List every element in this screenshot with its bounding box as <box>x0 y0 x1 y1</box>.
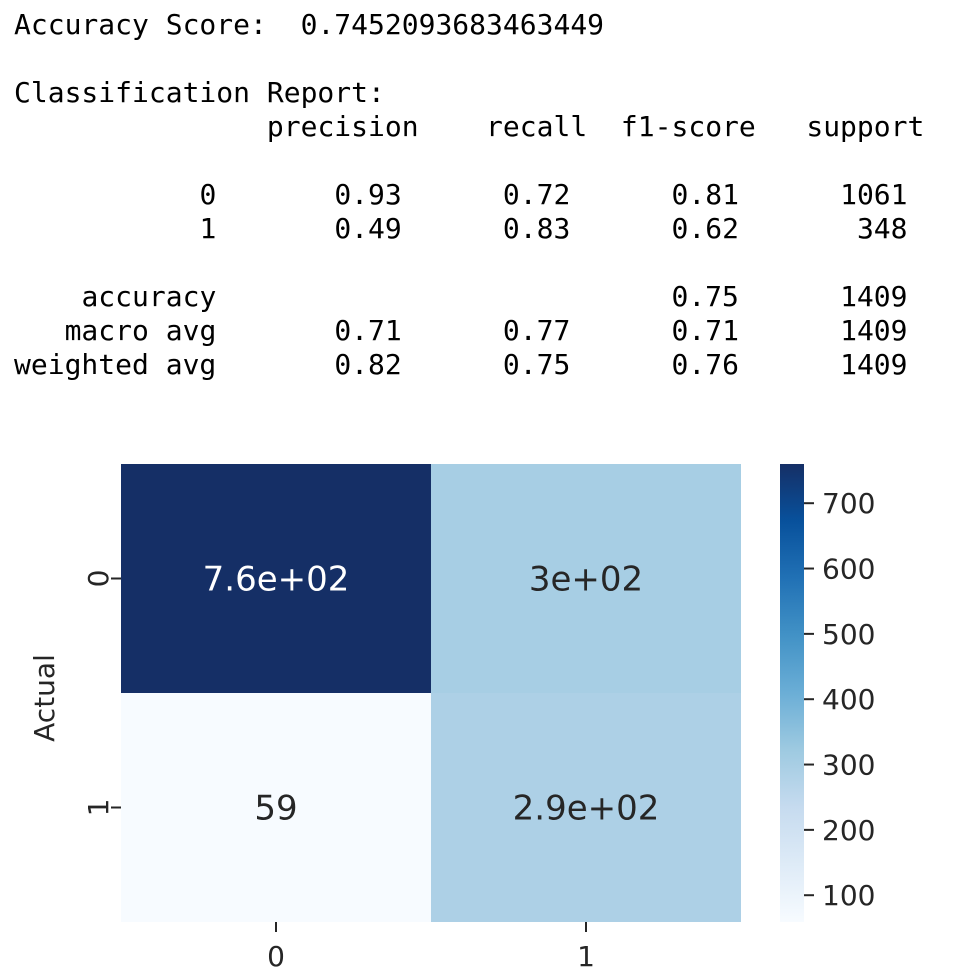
report-row-label: weighted avg <box>14 348 217 381</box>
report-value: 1409 <box>840 348 908 381</box>
report-title: Classification Report: <box>14 76 385 109</box>
report-value: 0.83 <box>502 212 571 245</box>
report-row-label: accuracy <box>81 280 217 313</box>
heatmap-cell-0-0 <box>121 464 431 693</box>
y-axis-label: Actual <box>28 654 61 742</box>
report-value: 0.76 <box>671 348 739 381</box>
report-row: 0 0.93 0.72 0.81 1061 <box>14 178 924 212</box>
report-summary-row: accuracy 0.75 1409 <box>14 280 924 314</box>
report-column-header: f1-score <box>620 110 756 143</box>
report-row: 1 0.49 0.83 0.62 348 <box>14 212 924 246</box>
blank-line <box>14 42 924 76</box>
report-row-label: 0 <box>199 178 217 211</box>
report-value: 0.81 <box>671 178 739 211</box>
report-value: 0.71 <box>671 314 739 347</box>
report-column-header: recall <box>486 110 588 143</box>
report-value: 0.75 <box>671 280 739 313</box>
report-title-line: Classification Report: <box>14 76 924 110</box>
blank-line <box>14 246 924 280</box>
report-summary-row: macro avg 0.71 0.77 0.71 1409 <box>14 314 924 348</box>
report-value: 0.49 <box>334 212 402 245</box>
report-value: 0.82 <box>334 348 402 381</box>
report-column-header: support <box>806 110 925 143</box>
report-value: 0.71 <box>334 314 402 347</box>
report-value: 1409 <box>840 314 908 347</box>
colorbar-ticks: 700 600 500 400 300 200 100 <box>804 487 875 912</box>
accuracy-value: 0.7452093683463449 <box>300 8 605 41</box>
heatmap-annotation-1-0: 59 <box>254 789 297 829</box>
colorbar <box>780 464 804 922</box>
colorbar-tick-label: 200 <box>822 814 875 847</box>
colorbar-tick-label: 600 <box>822 553 875 586</box>
heatmap-annotation-1-1: 2.9e+02 <box>513 789 660 829</box>
report-value: 1061 <box>840 178 908 211</box>
y-axis-ticks: 01 <box>82 570 121 817</box>
report-value: 0.77 <box>502 314 571 347</box>
blank-line <box>14 144 924 178</box>
accuracy-score-line: Accuracy Score: 0.7452093683463449 <box>14 8 924 42</box>
colorbar-tick-label: 300 <box>822 749 875 782</box>
report-summary-row: weighted avg 0.82 0.75 0.76 1409 <box>14 348 924 382</box>
report-value: 0.62 <box>671 212 739 245</box>
report-value: 1409 <box>840 280 908 313</box>
y-tick-label: 0 <box>82 570 115 588</box>
x-tick-label: 0 <box>267 940 285 973</box>
heatmap-cell-1-1 <box>431 693 741 922</box>
heatmap-annotation-0-0: 7.6e+02 <box>203 560 350 600</box>
heatmap-cell-0-1 <box>431 464 741 693</box>
classification-report-output: Accuracy Score: 0.7452093683463449 Class… <box>14 8 924 382</box>
heatmap-cells <box>121 464 741 922</box>
report-column-header: precision <box>266 110 419 143</box>
heatmap-annotations: 7.6e+02 3e+02 59 2.9e+02 <box>203 560 660 829</box>
heatmap-annotation-0-1: 3e+02 <box>529 560 643 600</box>
colorbar-tick-label: 400 <box>822 683 875 716</box>
report-row-label: macro avg <box>64 314 217 347</box>
report-row-label: 1 <box>199 212 217 245</box>
accuracy-label: Accuracy Score: <box>14 8 267 41</box>
report-value: 0.72 <box>502 178 571 211</box>
heatmap-cell-1-0 <box>121 693 431 922</box>
colorbar-tick-label: 100 <box>822 879 875 912</box>
colorbar-tick-label: 500 <box>822 618 875 651</box>
report-value: 0.75 <box>502 348 571 381</box>
colorbar-tick-label: 700 <box>822 487 875 520</box>
y-tick-label: 1 <box>82 799 115 817</box>
report-value: 348 <box>856 212 908 245</box>
report-value: 0.93 <box>334 178 402 211</box>
x-tick-label: 1 <box>577 940 595 973</box>
report-header-line: precision recall f1-score support <box>14 110 924 144</box>
